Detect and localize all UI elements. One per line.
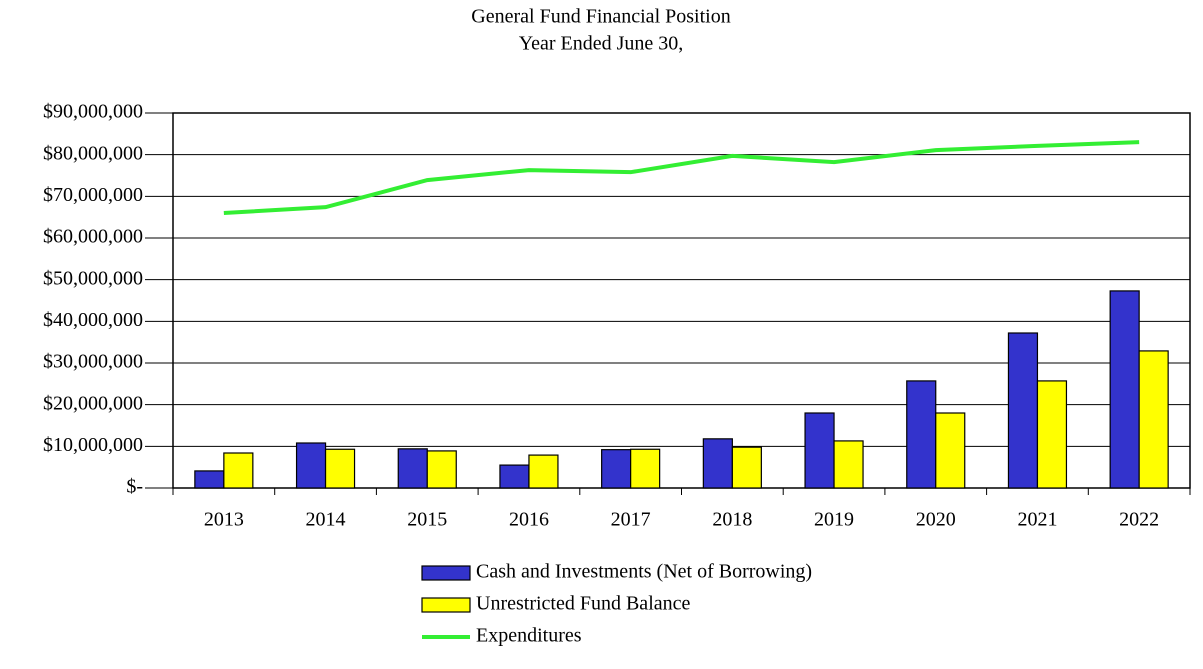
x-tick-label: 2019 <box>814 509 854 531</box>
y-tick-label: $30,000,000 <box>43 351 143 373</box>
bar <box>528 454 559 489</box>
x-tick-label: 2013 <box>204 509 244 531</box>
bar <box>833 440 864 489</box>
bar <box>324 448 356 489</box>
y-tick-label: $- <box>126 476 143 498</box>
bar <box>731 446 762 489</box>
x-tick-label: 2017 <box>611 509 651 531</box>
chart-title: General Fund Financial Position <box>471 6 730 28</box>
line <box>223 140 1140 215</box>
bar <box>630 448 661 489</box>
x-tick-label: 2014 <box>306 509 346 531</box>
bar <box>426 450 457 489</box>
x-tick-label: 2016 <box>509 509 549 531</box>
y-tick-label: $80,000,000 <box>43 142 143 164</box>
y-tick-label: $90,000,000 <box>43 101 143 123</box>
bar <box>397 448 428 489</box>
bar <box>1109 290 1140 489</box>
y-tick-label: $60,000,000 <box>43 226 143 248</box>
bar <box>935 412 966 489</box>
bar <box>499 464 530 489</box>
bar <box>194 470 225 489</box>
bar <box>1138 350 1169 489</box>
bar <box>601 449 632 489</box>
bar <box>804 412 835 489</box>
y-tick-label: $20,000,000 <box>43 392 143 414</box>
y-tick-label: $50,000,000 <box>43 267 143 289</box>
y-tick-label: $70,000,000 <box>43 184 143 206</box>
bar <box>702 438 733 489</box>
bar <box>1036 380 1068 489</box>
y-tick-label: $10,000,000 <box>43 434 143 456</box>
legend-label: Unrestricted Fund Balance <box>476 593 690 615</box>
chart-subtitle: Year Ended June 30, <box>519 33 684 55</box>
bar <box>223 452 254 489</box>
legend-swatch <box>421 565 471 581</box>
x-tick-label: 2020 <box>916 509 956 531</box>
x-tick-label: 2021 <box>1017 509 1057 531</box>
legend-label: Cash and Investments (Net of Borrowing) <box>476 561 812 583</box>
bar <box>906 380 937 489</box>
legend-swatch <box>421 597 471 613</box>
legend-label: Expenditures <box>476 625 582 647</box>
x-tick-label: 2015 <box>407 509 447 531</box>
x-tick-label: 2022 <box>1119 509 1159 531</box>
y-tick-label: $40,000,000 <box>43 309 143 331</box>
x-tick-label: 2018 <box>712 509 752 531</box>
bar <box>295 442 327 489</box>
bar <box>1007 332 1039 489</box>
